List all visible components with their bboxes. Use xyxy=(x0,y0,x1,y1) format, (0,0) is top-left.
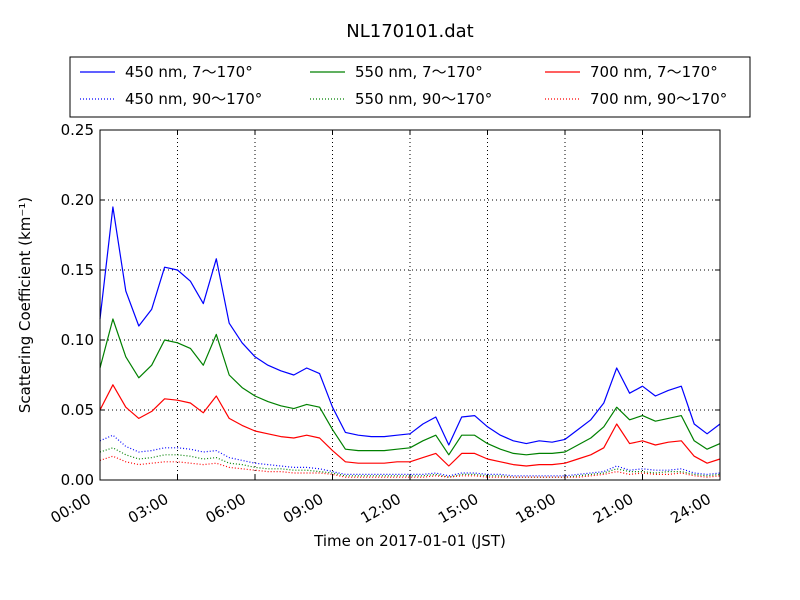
chart-title: NL170101.dat xyxy=(346,21,473,42)
y-tick-label: 0.25 xyxy=(61,121,94,139)
y-tick-label: 0.10 xyxy=(61,331,94,349)
legend-label-0: 450 nm, 7～170° xyxy=(125,63,253,81)
plot-area xyxy=(99,206,721,478)
x-axis-label: Time on 2017-01-01 (JST) xyxy=(313,532,506,550)
series-line-1 xyxy=(99,318,721,456)
legend-frame xyxy=(69,56,751,118)
x-tick-label: 12:00 xyxy=(358,490,404,527)
legend: 450 nm, 7～170° 550 nm, 7～170° 700 nm, 7～17… xyxy=(69,56,751,118)
x-tick-label: 00:00 xyxy=(48,490,94,527)
legend-label-3: 450 nm, 90～170° xyxy=(125,90,262,108)
x-tick-label: 03:00 xyxy=(125,490,171,527)
series-line-2 xyxy=(99,384,721,467)
x-tick-label: 09:00 xyxy=(280,490,326,527)
series-line-5 xyxy=(99,455,721,478)
legend-label-2: 700 nm, 7～170° xyxy=(590,63,718,81)
x-tick-label: 06:00 xyxy=(203,490,249,527)
y-tick-label: 0.15 xyxy=(61,261,94,279)
series-line-3 xyxy=(99,434,721,477)
y-tick-label: 0.20 xyxy=(61,191,94,209)
series-line-0 xyxy=(99,206,721,446)
y-tick-label: 0.05 xyxy=(61,401,94,419)
legend-label-5: 700 nm, 90～170° xyxy=(590,90,727,108)
x-tick-label: 21:00 xyxy=(590,490,636,527)
x-tick-label: 15:00 xyxy=(435,490,481,527)
y-tick-label: 0.00 xyxy=(61,471,94,489)
legend-label-1: 550 nm, 7～170° xyxy=(355,63,483,81)
grid-lines xyxy=(100,130,720,480)
legend-label-4: 550 nm, 90～170° xyxy=(355,90,492,108)
y-axis-label: Scattering Coefficient (km⁻¹) xyxy=(16,197,34,413)
x-tick-label: 24:00 xyxy=(668,490,714,527)
x-tick-label: 18:00 xyxy=(513,490,559,527)
